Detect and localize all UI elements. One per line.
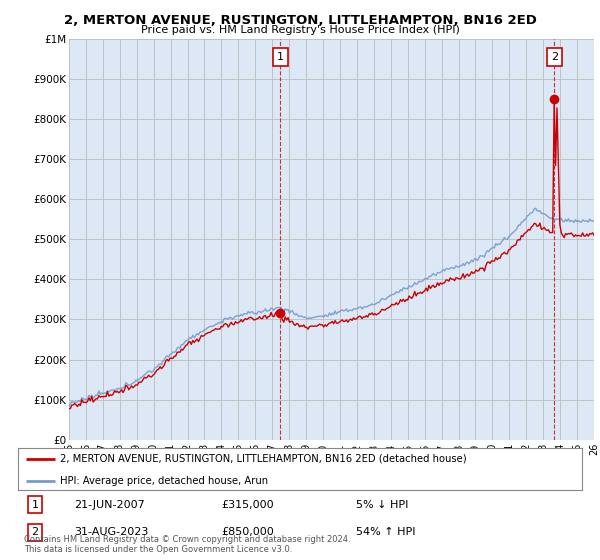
Text: 2, MERTON AVENUE, RUSTINGTON, LITTLEHAMPTON, BN16 2ED (detached house): 2, MERTON AVENUE, RUSTINGTON, LITTLEHAMP…: [60, 454, 467, 464]
Text: Price paid vs. HM Land Registry's House Price Index (HPI): Price paid vs. HM Land Registry's House …: [140, 25, 460, 35]
Text: 31-AUG-2023: 31-AUG-2023: [74, 527, 149, 537]
Text: 54% ↑ HPI: 54% ↑ HPI: [356, 527, 416, 537]
Text: 2: 2: [31, 527, 38, 537]
Text: £315,000: £315,000: [221, 500, 274, 510]
Text: 5% ↓ HPI: 5% ↓ HPI: [356, 500, 409, 510]
Text: HPI: Average price, detached house, Arun: HPI: Average price, detached house, Arun: [60, 476, 268, 486]
Text: £850,000: £850,000: [221, 527, 274, 537]
Text: 1: 1: [31, 500, 38, 510]
Text: Contains HM Land Registry data © Crown copyright and database right 2024.
This d: Contains HM Land Registry data © Crown c…: [24, 535, 350, 554]
Text: 2, MERTON AVENUE, RUSTINGTON, LITTLEHAMPTON, BN16 2ED: 2, MERTON AVENUE, RUSTINGTON, LITTLEHAMP…: [64, 14, 536, 27]
Text: 2: 2: [551, 52, 558, 62]
Text: 21-JUN-2007: 21-JUN-2007: [74, 500, 145, 510]
Text: 1: 1: [277, 52, 284, 62]
